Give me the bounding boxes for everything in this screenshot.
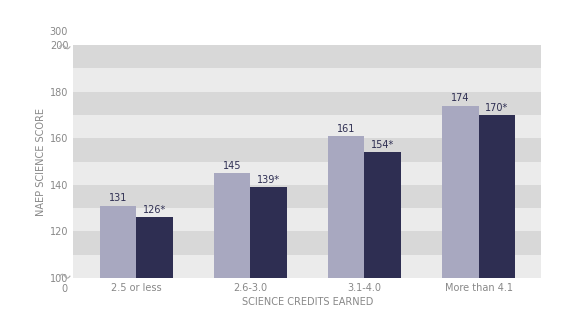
Bar bbox=[73, 92, 541, 115]
Bar bbox=[100, 206, 136, 278]
Text: 161: 161 bbox=[337, 124, 355, 134]
Text: 131: 131 bbox=[109, 193, 127, 203]
Text: 139*: 139* bbox=[257, 175, 280, 185]
Bar bbox=[479, 115, 515, 278]
Bar bbox=[73, 255, 541, 278]
Bar bbox=[250, 187, 287, 278]
Bar bbox=[364, 152, 401, 278]
Text: 145: 145 bbox=[223, 161, 241, 171]
Bar bbox=[73, 162, 541, 185]
Bar bbox=[73, 185, 541, 208]
Bar bbox=[73, 138, 541, 162]
Text: 174: 174 bbox=[451, 93, 470, 103]
Bar bbox=[73, 115, 541, 138]
X-axis label: SCIENCE CREDITS EARNED: SCIENCE CREDITS EARNED bbox=[242, 297, 373, 307]
Bar bbox=[73, 45, 541, 68]
Bar bbox=[136, 217, 173, 278]
Bar bbox=[73, 208, 541, 231]
Text: 170*: 170* bbox=[485, 103, 509, 113]
Y-axis label: NAEP SCIENCE SCORE: NAEP SCIENCE SCORE bbox=[36, 108, 46, 215]
Bar bbox=[442, 106, 479, 278]
Bar bbox=[73, 68, 541, 92]
Text: 126*: 126* bbox=[143, 205, 166, 215]
Text: 0: 0 bbox=[61, 284, 68, 294]
Bar bbox=[214, 173, 250, 278]
Text: 300: 300 bbox=[49, 27, 68, 37]
Text: 154*: 154* bbox=[371, 140, 394, 150]
Bar bbox=[73, 231, 541, 255]
Bar bbox=[328, 136, 364, 278]
